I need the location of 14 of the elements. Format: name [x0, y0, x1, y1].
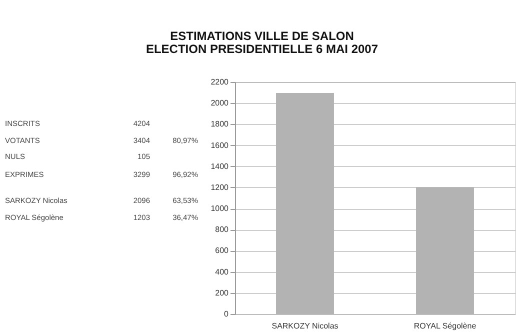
y-tick-label: 2000 — [210, 98, 230, 108]
y-tick-label: 800 — [215, 225, 230, 234]
y-tick-label: 0 — [224, 310, 230, 318]
y-tick-label: 200 — [215, 288, 230, 298]
y-tick-label: 1200 — [210, 182, 230, 192]
y-tick-label: 1000 — [210, 204, 230, 214]
y-tick-label: 1600 — [210, 140, 230, 150]
y-tick-label: 1800 — [210, 120, 230, 129]
y-tick-label: 2200 — [210, 78, 230, 86]
y-tick-label: 600 — [215, 246, 230, 256]
y-tick-label: 400 — [215, 267, 230, 276]
chart-subtitle: ELECTION PRESIDENTIELLE 6 MAI 2007 — [146, 42, 378, 56]
y-tick-label: 1400 — [210, 162, 230, 171]
chart-title: ESTIMATIONS VILLE DE SALON — [170, 29, 354, 43]
